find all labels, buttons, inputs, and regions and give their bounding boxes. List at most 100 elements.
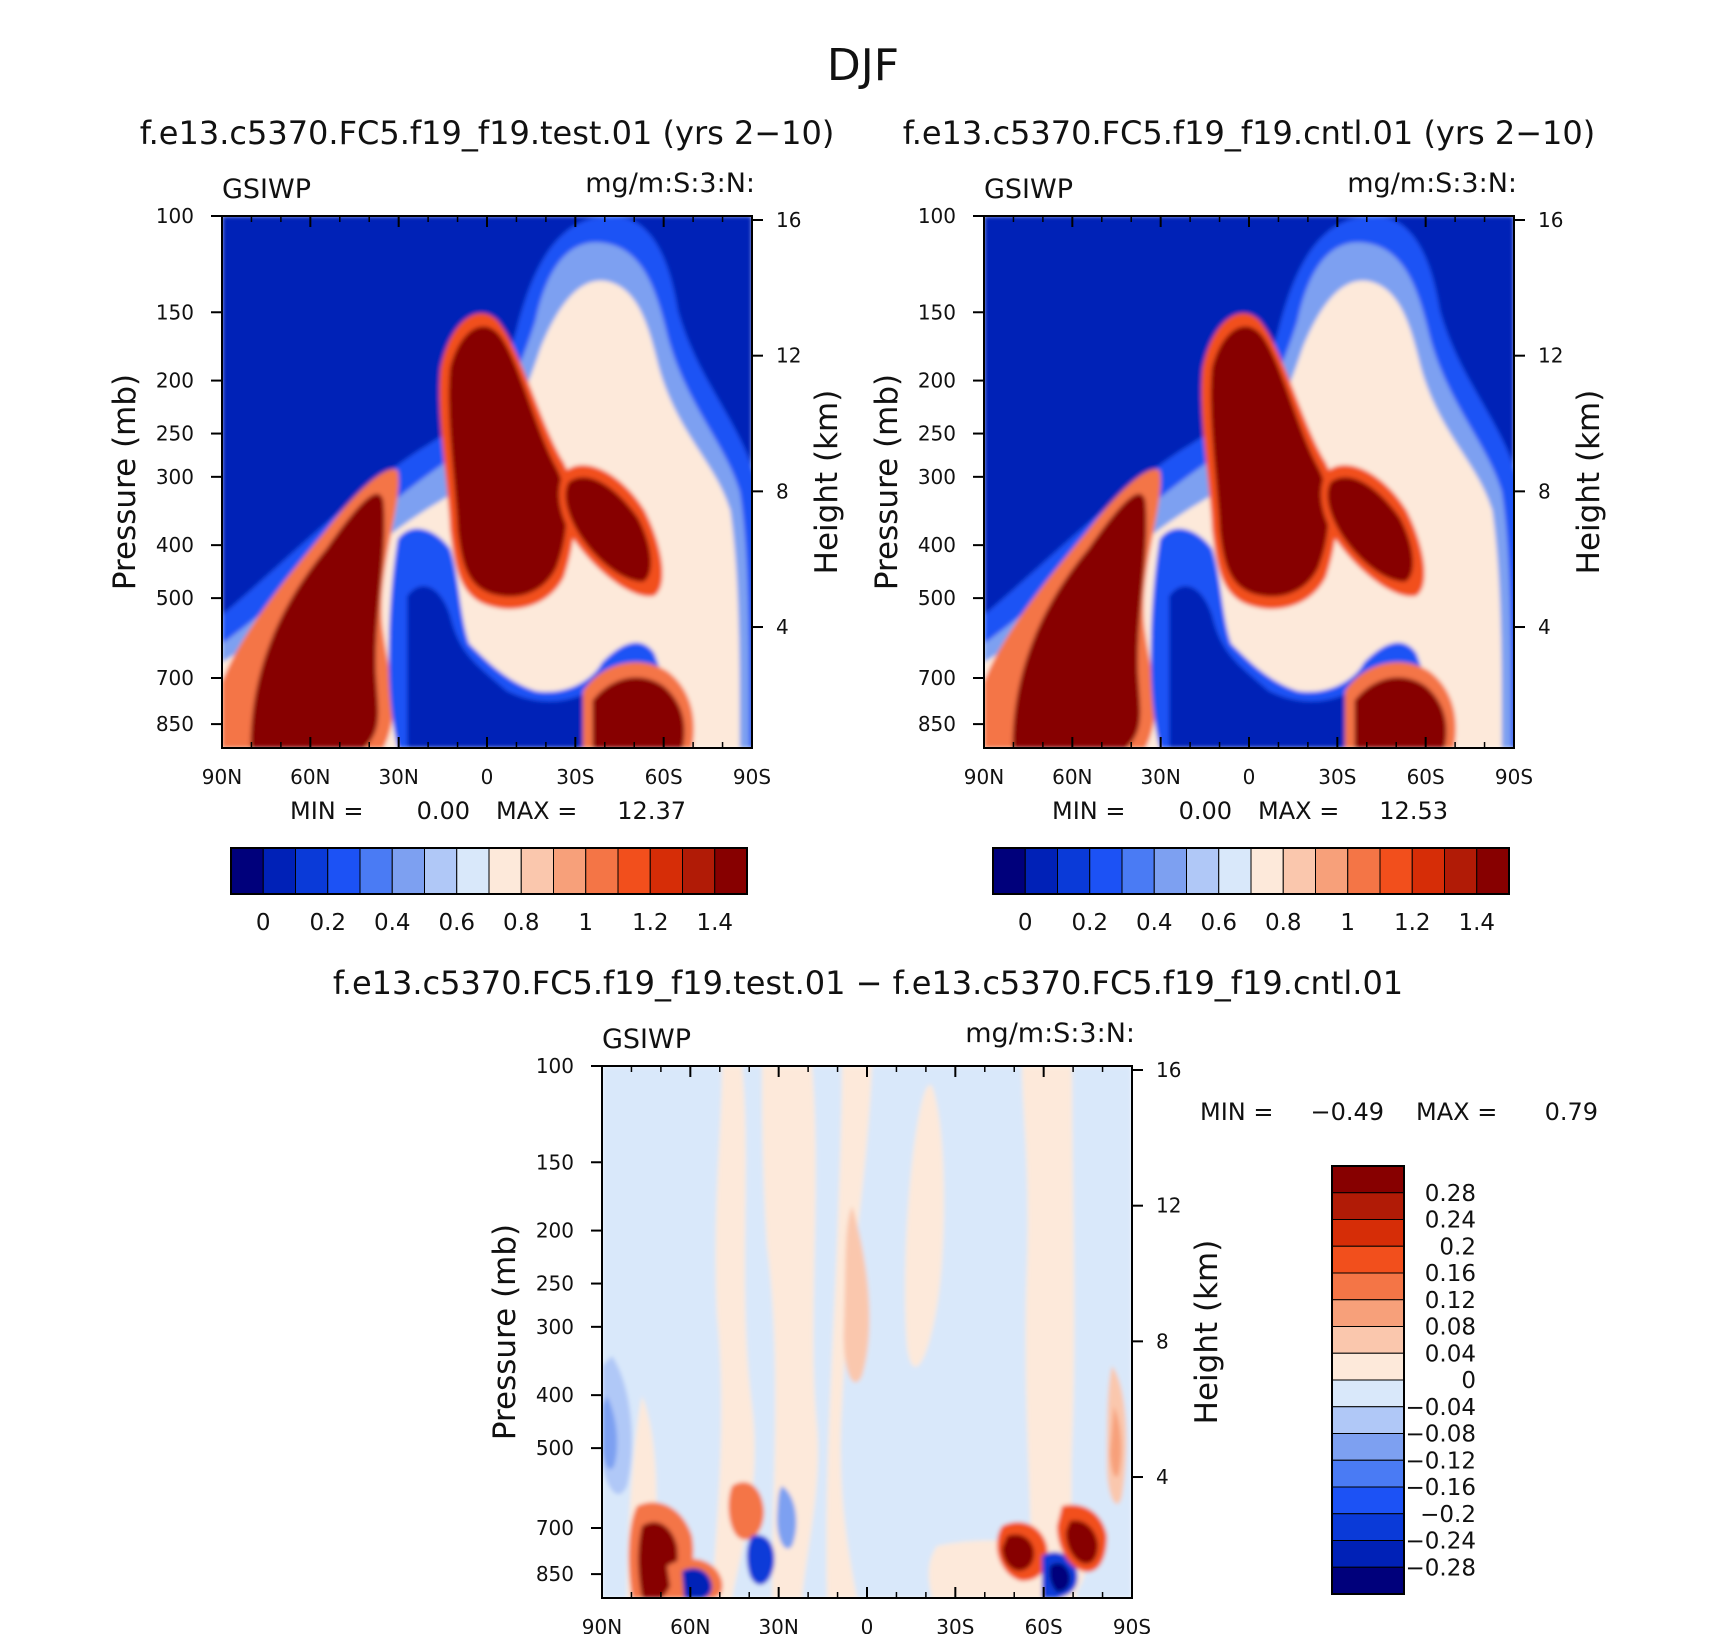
colorbar-label: 0.08 — [1425, 1315, 1476, 1341]
colorbar-swatch — [617, 847, 651, 895]
colorbars: 0 0.2 0.4 0.6 0.8 1 1.2 1.4 0 0.2 0.4 0.6 0.8 1 1.2 1.4… — [230, 847, 1510, 1595]
colorbar-label: 0.2 — [1071, 910, 1108, 936]
colorbar-swatch — [1331, 1352, 1405, 1381]
colorbar-label: 1 — [1340, 910, 1355, 936]
colorbar-swatch — [1089, 847, 1123, 895]
colorbar-swatch — [1218, 847, 1252, 895]
colorbar-label: −0.2 — [1420, 1502, 1476, 1528]
y-tick-label: 400 — [156, 533, 194, 557]
colorbar-cntl: 0 0.2 0.4 0.6 0.8 1 1.2 1.4 — [992, 847, 1510, 936]
y-tick-label: 200 — [536, 1219, 574, 1243]
y-tick-label: 400 — [536, 1383, 574, 1407]
variable-label: GSIWP — [984, 174, 1073, 205]
colorbar-swatch — [1331, 1433, 1405, 1461]
colorbar-swatch — [1250, 847, 1284, 895]
y2-tick-label: 16 — [776, 208, 801, 232]
colorbar-swatch — [1331, 1165, 1405, 1194]
colorbar-label: 0 — [256, 910, 271, 936]
colorbar-swatch — [1331, 1459, 1405, 1488]
colorbar-swatch — [1476, 847, 1510, 895]
colorbar-label: −0.24 — [1406, 1529, 1476, 1555]
colorbar-swatch — [1331, 1272, 1405, 1301]
y2-tick-label: 16 — [1538, 208, 1563, 232]
colorbar-label: 0.2 — [1439, 1234, 1476, 1260]
colorbar-swatch — [992, 847, 1026, 895]
y-tick-label: 500 — [918, 586, 956, 610]
y-tick-label: 250 — [156, 422, 194, 446]
variable-label: GSIWP — [222, 174, 311, 205]
colorbar-frame — [1331, 1165, 1405, 1595]
y-tick-label: 150 — [156, 300, 194, 324]
panel-title: f.e13.c5370.FC5.f19_f19.test.01 (yrs 2−1… — [140, 114, 835, 152]
colorbar-frame — [230, 847, 748, 895]
colorbar-label: 0.12 — [1425, 1288, 1476, 1314]
colorbar-swatch — [553, 847, 587, 895]
y-tick-label: 250 — [536, 1272, 574, 1296]
y2-tick-label: 12 — [1538, 344, 1563, 368]
colorbar-swatch — [1379, 847, 1413, 895]
colorbar-swatch — [1444, 847, 1478, 895]
colorbar-swatch — [1331, 1379, 1405, 1408]
min-label: MIN = — [290, 797, 363, 825]
colorbar-label: −0.28 — [1406, 1555, 1476, 1581]
panel-title: f.e13.c5370.FC5.f19_f19.test.01 − f.e13.… — [333, 964, 1403, 1002]
y-tick-label: 700 — [156, 666, 194, 690]
colorbar-swatch — [1186, 847, 1220, 895]
x-tick-label: 30N — [1140, 765, 1180, 789]
x-tick-label: 30N — [378, 765, 418, 789]
colorbar-label: 0 — [1461, 1368, 1476, 1394]
x-tick-label: 90S — [1495, 765, 1533, 789]
colorbar-label: 0.6 — [1200, 910, 1237, 936]
x-tick-label: 90N — [582, 1615, 622, 1634]
colorbar-swatch — [682, 847, 716, 895]
colorbar-swatch — [714, 847, 748, 895]
y-axis-label: Pressure (mb) — [869, 374, 905, 590]
colorbar-swatch — [1331, 1406, 1405, 1434]
min-value: 0.00 — [417, 797, 470, 825]
colorbar-swatch — [327, 847, 361, 895]
y2-tick-label: 12 — [776, 344, 801, 368]
colorbar-label: 1 — [578, 910, 593, 936]
y-tick-label: 500 — [536, 1436, 574, 1460]
y-tick-label: 300 — [156, 465, 194, 489]
axes-test: 90N 60N 30N 0 30S 60S 90S 100 150 200 250 300 400 500… — [156, 204, 802, 789]
colorbar-swatch — [1331, 1245, 1405, 1274]
colorbar-label: 1.2 — [1394, 910, 1431, 936]
contour-field — [222, 216, 752, 748]
colorbar-swatch — [1282, 847, 1316, 895]
colorbar-frame — [992, 847, 1510, 895]
y-tick-label: 100 — [156, 204, 194, 228]
colorbar-swatch — [488, 847, 522, 895]
max-value: 0.79 — [1545, 1098, 1598, 1126]
y-tick-label: 400 — [918, 533, 956, 557]
colorbar-swatch — [359, 847, 393, 895]
max-label: MAX = — [1416, 1098, 1497, 1126]
y-tick-label: 850 — [536, 1562, 574, 1586]
colorbar-label: 0.4 — [1136, 910, 1173, 936]
x-tick-label: 60N — [1052, 765, 1092, 789]
colorbar-label: 0.6 — [438, 910, 475, 936]
y-tick-label: 500 — [156, 586, 194, 610]
y-tick-label: 200 — [156, 369, 194, 393]
colorbar-label: −0.12 — [1406, 1448, 1476, 1474]
colorbar-swatch — [456, 847, 490, 895]
y-tick-label: 700 — [536, 1516, 574, 1540]
y2-axis-label: Height (km) — [1571, 390, 1607, 575]
x-tick-label: 30N — [758, 1615, 798, 1634]
colorbar-swatch — [1315, 847, 1349, 895]
x-tick-label: 90S — [733, 765, 771, 789]
y-tick-label: 100 — [918, 204, 956, 228]
x-tick-label: 60S — [1407, 765, 1445, 789]
panel-diff: f.e13.c5370.FC5.f19_f19.test.01 − f.e13.… — [333, 964, 1598, 1599]
min-value: −0.49 — [1310, 1098, 1384, 1126]
colorbar-swatch — [1331, 1486, 1405, 1515]
units-label: mg/m:S:3:N: — [585, 168, 755, 199]
y2-tick-label: 8 — [1538, 479, 1551, 503]
colorbar-swatch — [585, 847, 619, 895]
x-tick-label: 30S — [936, 1615, 974, 1634]
colorbar-swatch — [1331, 1192, 1405, 1220]
colorbar-swatch — [1331, 1326, 1405, 1354]
units-label: mg/m:S:3:N: — [1347, 168, 1517, 199]
colorbar-swatch — [1331, 1566, 1405, 1595]
